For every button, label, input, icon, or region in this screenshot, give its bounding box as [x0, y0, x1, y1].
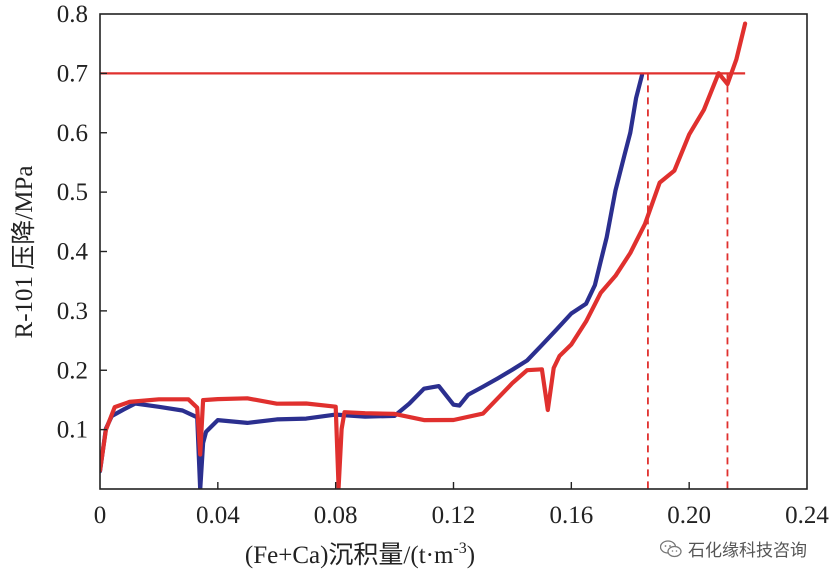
y-tick-label: 0.3	[57, 298, 88, 325]
x-tick-label: 0.08	[314, 502, 358, 529]
y-tick-label: 0.6	[57, 120, 88, 147]
y-tick-label: 0.2	[57, 357, 88, 384]
y-axis-title: R-101 压降/MPa	[10, 166, 38, 339]
y-tick-label: 0.7	[57, 60, 88, 87]
y-tick-label: 0.4	[57, 239, 89, 266]
x-tick-label: 0.20	[667, 502, 711, 529]
x-tick-label: 0.24	[785, 502, 829, 529]
watermark-text: 石化缘科技咨询	[688, 541, 807, 561]
y-tick-label: 0.8	[57, 1, 88, 28]
x-tick-label: 0.12	[432, 502, 476, 529]
x-tick-label: 0.04	[196, 502, 240, 529]
plot-frame	[99, 13, 808, 490]
watermark: 石化缘科技咨询	[660, 536, 807, 561]
x-axis-title: (Fe+Ca)沉积量/(t·m-3)	[245, 540, 475, 569]
x-tick-label: 0	[94, 502, 107, 529]
y-tick-label: 0.1	[57, 417, 88, 444]
x-tick-label: 0.16	[549, 502, 593, 529]
wechat-icon	[660, 539, 682, 557]
series-line-2	[100, 21, 748, 489]
series-line-1	[100, 73, 645, 489]
y-tick-label: 0.5	[57, 179, 88, 206]
